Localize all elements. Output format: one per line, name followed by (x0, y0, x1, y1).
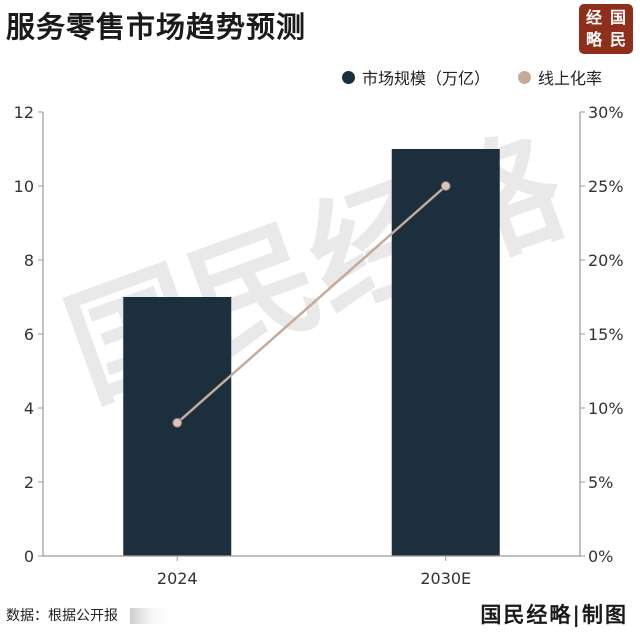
line-online-rate (176, 185, 447, 424)
data-source-note: 数据：根据公开报 (6, 608, 118, 624)
right-tick-label: 5% (588, 473, 613, 492)
point-online-rate (172, 417, 183, 428)
seal-char: 略 (585, 30, 602, 49)
legend-label: 市场规模（万亿） (362, 69, 491, 88)
legend-dot-icon (518, 70, 532, 84)
right-tick-label: 0% (588, 547, 613, 566)
right-tick-label: 15% (588, 325, 624, 344)
left-tick-label: 8 (24, 251, 34, 270)
seal-char: 国 (609, 8, 626, 27)
seal-char: 民 (609, 30, 626, 49)
brand-seal-logo: 经 国 略 民 (579, 4, 633, 54)
x-tick-label: 2024 (157, 569, 198, 588)
source-blur (130, 608, 170, 624)
right-tick-label: 30% (588, 103, 624, 122)
right-tick-label: 20% (588, 251, 624, 270)
legend-item-online-rate: 线上化率 (518, 65, 602, 89)
left-tick-label: 0 (24, 547, 34, 566)
left-tick-label: 6 (24, 325, 34, 344)
legend-label: 线上化率 (538, 69, 603, 88)
point-online-rate (440, 181, 451, 191)
left-tick-label: 10 (14, 177, 34, 196)
right-tick-label: 10% (588, 399, 624, 418)
brand-credit: 国民经略|制图 (480, 602, 628, 627)
x-tick-label: 2030E (420, 569, 471, 588)
chart-title: 服务零售市场趋势预测 (6, 10, 307, 44)
seal-char: 经 (585, 8, 602, 27)
legend-dot-icon (342, 70, 355, 84)
left-tick-label: 12 (14, 103, 34, 122)
chart-legend: 市场规模（万亿） 线上化率 (342, 66, 602, 88)
left-tick-label: 2 (24, 473, 34, 492)
bar-market-size (391, 149, 500, 556)
left-tick-label: 4 (24, 399, 34, 418)
right-tick-label: 25% (588, 177, 624, 196)
legend-item-market-size: 市场规模（万亿） (342, 65, 490, 89)
